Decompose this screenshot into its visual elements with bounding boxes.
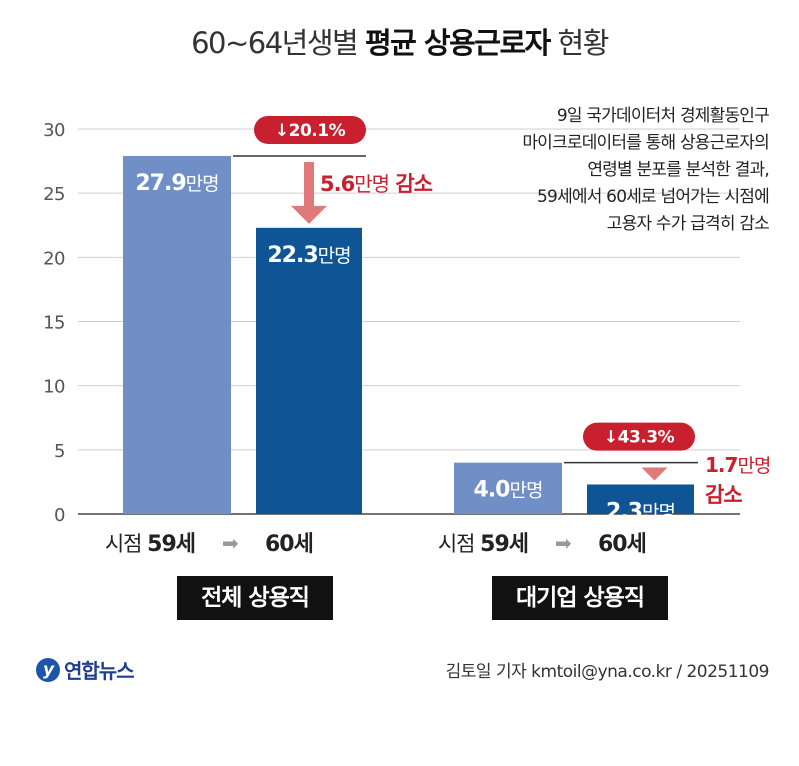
x-label-to: 60세 <box>598 532 646 557</box>
y-tick-label: 0 <box>54 505 65 526</box>
percent-change-label: ↓20.1% <box>275 121 346 141</box>
logo-text: 연합뉴스 <box>64 659 135 683</box>
bar-value-label: 4.0만명 <box>474 478 543 503</box>
yonhap-logo: y 연합뉴스 <box>36 655 135 684</box>
x-label-to: 60세 <box>265 532 313 557</box>
annotation-note: 9일 국가데이터처 경제활동인구 마이크로데이터를 통해 상용근로자의 연령별 … <box>409 103 769 238</box>
decrease-arrow-head <box>641 467 668 481</box>
category-label-large-firm: 대기업 상용직 <box>492 576 668 620</box>
chart-title: 60~64년생별 평균 상용근로자 현황 <box>0 20 799 62</box>
percent-pill <box>583 422 695 451</box>
bar <box>123 155 231 514</box>
percent-pill <box>254 115 366 144</box>
note-line: 9일 국가데이터처 경제활동인구 <box>556 106 770 126</box>
difference-label: 1.7만명 <box>705 453 770 477</box>
difference-label: 5.6만명 감소 <box>320 172 433 196</box>
note-line: 59세에서 60세로 넘어가는 시점에 <box>537 187 770 207</box>
title-part3: 현황 <box>557 26 610 60</box>
bar-value-label: 27.9만명 <box>135 171 218 196</box>
category-label-total: 전체 상용직 <box>177 576 333 620</box>
x-label-arrow: ➡ <box>222 531 239 555</box>
credit: 김토일 기자 kmtoil@yna.co.kr / 20251109 <box>445 662 770 682</box>
bar <box>587 484 694 514</box>
x-label-from: 시점 59세 <box>438 532 528 557</box>
title-part2: 평균 상용근로자 <box>364 26 551 60</box>
bar <box>256 227 362 515</box>
bar-value-label: 22.3만명 <box>267 243 350 268</box>
x-label-arrow: ➡ <box>555 531 572 555</box>
difference-word: 감소 <box>705 483 742 507</box>
yonhap-logo-icon: y <box>36 657 60 682</box>
y-tick-label: 25 <box>43 184 65 205</box>
y-tick-label: 20 <box>43 248 65 269</box>
bar <box>454 462 562 514</box>
y-tick-label: 5 <box>54 441 65 462</box>
note-line: 마이크로데이터를 통해 상용근로자의 <box>522 133 769 153</box>
title-part1: 60~64년생별 <box>191 26 359 60</box>
percent-change-label: ↓43.3% <box>604 428 675 448</box>
x-label-from: 시점 59세 <box>105 532 195 557</box>
y-tick-label: 15 <box>43 313 65 334</box>
note-line: 연령별 분포를 분석한 결과, <box>587 160 769 180</box>
y-tick-label: 10 <box>43 377 65 398</box>
y-tick-label: 30 <box>43 120 65 141</box>
bar-value-label: 2.3만명 <box>606 499 675 524</box>
note-line: 고용자 수가 급격히 감소 <box>606 214 770 234</box>
decrease-arrow-head <box>291 205 327 224</box>
